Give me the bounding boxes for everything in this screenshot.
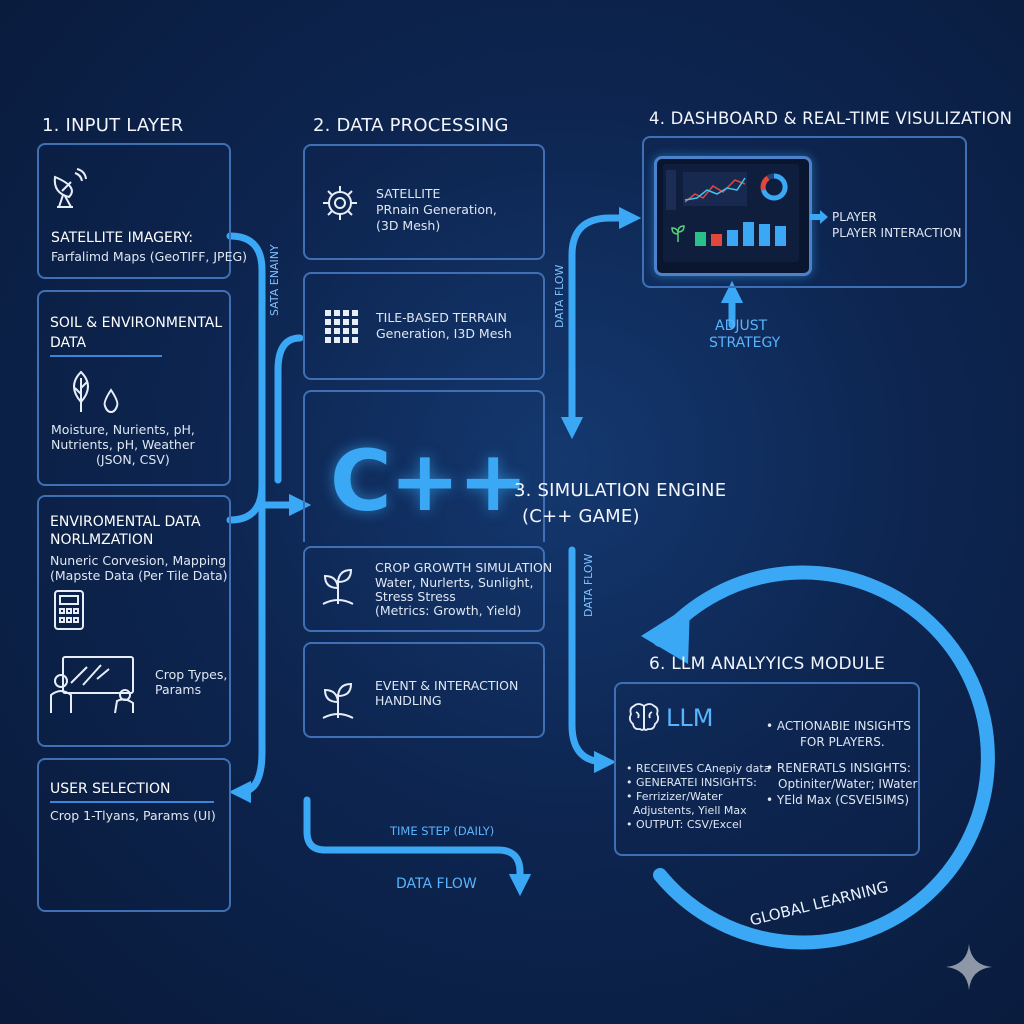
sprout-icon — [322, 682, 354, 719]
grid-tiles-icon — [325, 310, 358, 343]
data-flow-bottom-label: DATA FLOW — [396, 876, 477, 892]
sparkle-icon — [946, 944, 992, 990]
llm-right-bullet-1b: FOR PLAYERS. — [800, 735, 885, 749]
satellite-imagery-title: SATELLITE IMAGERY: — [51, 230, 194, 246]
data-flow-mid-label: DATA FLOW — [582, 553, 595, 617]
sprout-icon — [322, 568, 354, 605]
tablet-frame — [654, 156, 812, 276]
crop-growth-line4: (Metrics: Growth, Yield) — [375, 603, 522, 618]
terrain-line2: Generation, I3D Mesh — [376, 326, 512, 341]
gear-icon — [323, 186, 357, 220]
soil-desc-line2: Nutrients, pH, Weather — [51, 437, 195, 452]
player-label: PLAYER — [832, 210, 877, 224]
user-presentation-icon — [50, 656, 134, 714]
normalization-desc-line2: (Mapste Data (Per Tile Data) — [50, 568, 228, 583]
bar-4 — [743, 222, 754, 246]
cpp-logo: C++ — [330, 432, 528, 530]
dashboard-card: PLAYER PLAYER INTERACTION — [642, 136, 967, 288]
input-layer-heading: 1. INPUT LAYER — [42, 115, 184, 136]
crop-types-line2: Params — [155, 682, 202, 697]
llm-left-bullet-1: • RECEIIVES CAnepiy data — [626, 762, 771, 775]
bar-5 — [759, 224, 770, 246]
adjust-strategy-line1: ADJUST — [715, 318, 768, 334]
bar-2 — [711, 234, 722, 246]
llm-right-bullet-2b: Optiniter/Water; IWater — [778, 777, 918, 791]
bar-1 — [695, 232, 706, 246]
soil-desc-line1: Moisture, Nurients, pH, — [51, 422, 195, 437]
calculator-icon — [54, 590, 84, 630]
data-processing-heading: 2. DATA PROCESSING — [313, 115, 509, 136]
time-step-label: TIME STEP (DAILY) — [390, 824, 495, 838]
crop-growth-line2: Water, Nurlerts, Sunlight, — [375, 575, 534, 590]
llm-logo: LLM — [666, 704, 714, 732]
dashboard-heading: 4. DASHBOARD & REAL-TIME VISULIZATION — [649, 109, 1013, 128]
satellite-processing-line3: (3D Mesh) — [376, 218, 441, 233]
plant-icon — [671, 225, 685, 242]
llm-right-bullets: • ACTIONABIE INSIGHTS FOR PLAYERS. • REN… — [766, 718, 917, 808]
user-selection-card: USER SELECTION Crop 1-Tlyans, Params (UI… — [37, 758, 231, 912]
soil-title-line2: DATA — [50, 335, 87, 351]
arrow-right-icon — [810, 210, 828, 224]
satellite-dish-icon — [53, 168, 87, 208]
bar-3 — [727, 230, 738, 246]
soil-environmental-card: SOIL & ENVIRONMENTAL DATA Moisture, Nuri… — [37, 290, 231, 486]
llm-right-bullet-2: • RENERATLS INSIGHTS: — [766, 761, 911, 775]
normalization-desc-line1: Nuneric Corvesion, Mapping — [50, 553, 227, 568]
normalization-title-line1: ENVIROMENTAL DATA — [50, 514, 201, 530]
simulation-heading-line1: 3. SIMULATION ENGINE — [514, 480, 727, 501]
player-interaction-label: PLAYER INTERACTION — [832, 226, 962, 240]
satellite-processing-line2: PRnain Generation, — [376, 202, 497, 217]
terrain-card: TILE-BASED TERRAIN Generation, I3D Mesh — [303, 272, 545, 380]
crop-growth-line3: Stress Stress — [375, 589, 456, 604]
event-handling-line2: HANDLING — [375, 693, 442, 708]
llm-left-bullets: • RECEIIVES CAnepiy data • GENERATEI INS… — [626, 762, 770, 832]
user-selection-title: USER SELECTION — [50, 781, 171, 797]
side-vertical-label: SATA ENAINY — [268, 244, 281, 316]
satellite-processing-line1: SATELLITE — [376, 186, 441, 201]
event-handling-line1: EVENT & INTERACTION — [375, 678, 519, 693]
user-selection-underline — [50, 801, 214, 803]
llm-left-bullet-5: • OUTPUT: CSV/Excel — [626, 818, 742, 831]
simulation-heading-line2: (C++ GAME) — [522, 506, 640, 527]
data-flow-upper-label: DATA FLOW — [553, 264, 566, 328]
user-selection-desc: Crop 1-Tlyans, Params (UI) — [50, 808, 216, 823]
soil-title-underline — [50, 355, 162, 357]
llm-card: LLM • RECEIIVES CAnepiy data • GENERATEI… — [614, 682, 920, 856]
crop-growth-card: CROP GROWTH SIMULATION Water, Nurlerts, … — [303, 546, 552, 632]
bar-chart — [695, 210, 791, 246]
llm-right-bullet-3: • YEld Max (CSVEI5IMS) — [766, 793, 910, 807]
line-chart-icon — [683, 172, 747, 206]
llm-heading: 6. LLM ANALYYICS MODULE — [649, 654, 886, 674]
llm-left-bullet-4: Adjustents, Yiell Max — [633, 804, 747, 817]
normalization-card: ENVIROMENTAL DATA NORLMZATION Nuneric Co… — [37, 495, 231, 747]
crop-growth-line1: CROP GROWTH SIMULATION — [375, 560, 553, 575]
normalization-title-line2: NORLMZATION — [50, 532, 154, 548]
simulation-engine-frame — [303, 390, 545, 542]
llm-left-bullet-3: • Ferrizizer/Water — [626, 790, 723, 803]
satellite-imagery-desc: Farfalimd Maps (GeoTIFF, JPEG) — [51, 249, 248, 264]
crop-types-line1: Crop Types, — [155, 667, 228, 682]
brain-icon — [628, 703, 660, 731]
satellite-processing-card: SATELLITE PRnain Generation, (3D Mesh) — [303, 144, 545, 260]
satellite-imagery-card: SATELLITE IMAGERY: Farfalimd Maps (GeoTI… — [37, 143, 247, 279]
tablet-sidebar — [666, 170, 676, 210]
leaf-icon — [73, 370, 89, 412]
donut-chart-icon — [760, 173, 788, 201]
terrain-line1: TILE-BASED TERRAIN — [376, 310, 507, 325]
soil-desc-line3: (JSON, CSV) — [96, 452, 170, 467]
llm-left-bullet-2: • GENERATEI INSIGHTS: — [626, 776, 757, 789]
tablet-screen — [663, 164, 799, 262]
water-drop-icon — [103, 388, 119, 414]
soil-title-line1: SOIL & ENVIRONMENTAL — [50, 315, 223, 331]
llm-right-bullet-1: • ACTIONABIE INSIGHTS — [766, 719, 911, 733]
event-handling-card: EVENT & INTERACTION HANDLING — [303, 642, 545, 738]
adjust-strategy-line2: STRATEGY — [709, 335, 781, 351]
bar-6 — [775, 226, 786, 246]
